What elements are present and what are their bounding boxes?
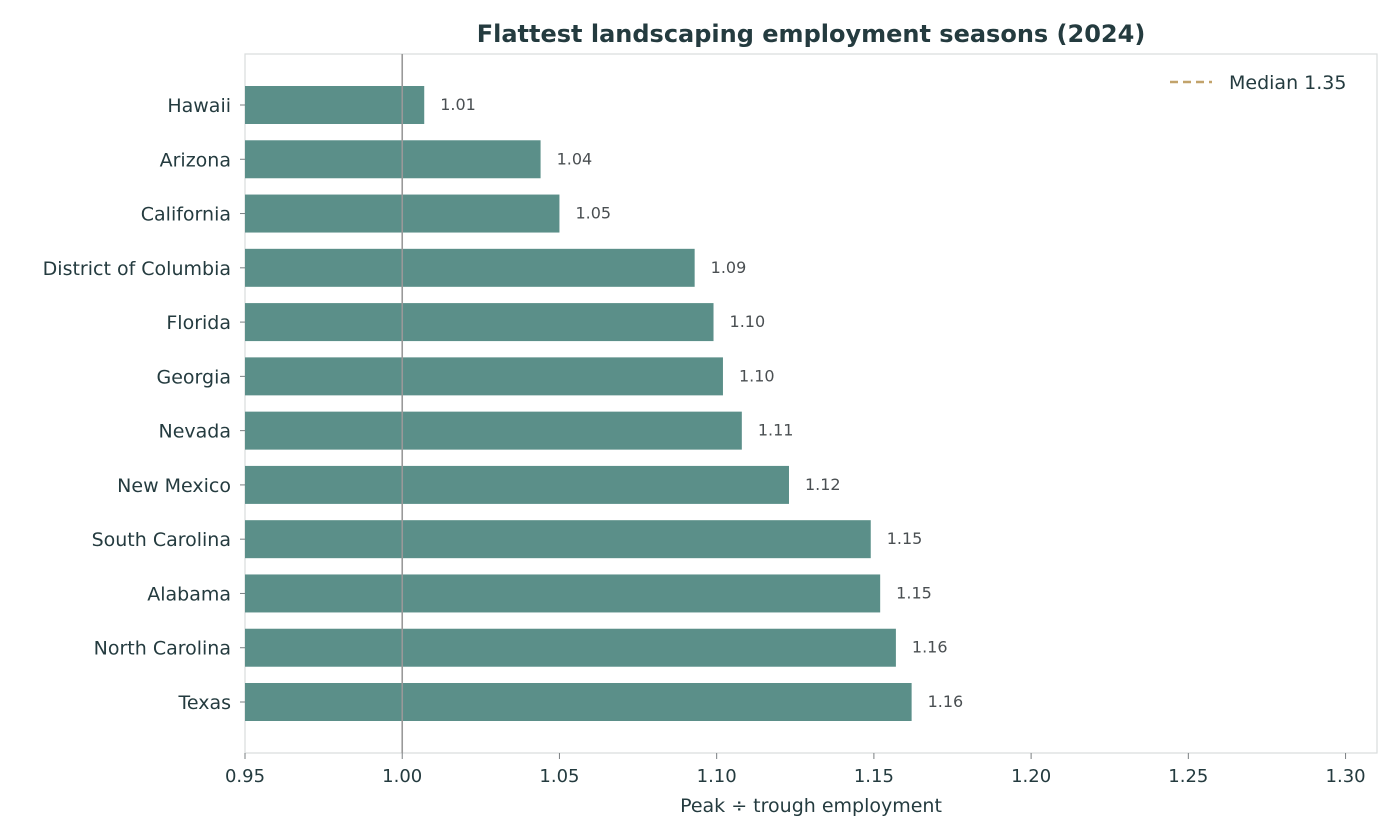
bar-alabama <box>245 574 881 613</box>
data-label-new-mexico: 1.12 <box>805 475 841 494</box>
bar-texas <box>245 683 912 721</box>
data-label-alabama: 1.15 <box>896 583 932 602</box>
x-tick-label-1-00: 1.00 <box>382 766 422 787</box>
data-label-north-carolina: 1.16 <box>912 638 948 657</box>
data-label-arizona: 1.04 <box>557 149 593 168</box>
bar-arizona <box>245 140 541 179</box>
data-label-california: 1.05 <box>575 204 611 223</box>
data-label-florida: 1.10 <box>730 312 766 331</box>
bar-hawaii <box>245 86 425 124</box>
bars-group: 1.01 1.04 1.05 1.09 1.10 1.10 1.11 1.12 1.15 1.15… <box>245 86 963 721</box>
bar-south-carolina <box>245 520 871 559</box>
y-tick-label-district-of-columbia: District of Columbia <box>43 258 231 280</box>
data-label-district-of-columbia: 1.09 <box>711 258 747 277</box>
bar-georgia <box>245 357 723 396</box>
bar-north-carolina <box>245 628 896 667</box>
y-axis: Hawaii Arizona California District of Colum… <box>43 95 245 714</box>
x-axis: 0.95 1.00 1.05 1.10 1.15 1.20 1.25 1.30 <box>225 753 1366 787</box>
y-tick-label-north-carolina: North Carolina <box>94 638 231 660</box>
data-label-nevada: 1.11 <box>758 421 794 440</box>
y-tick-label-arizona: Arizona <box>160 149 231 171</box>
y-tick-label-california: California <box>141 204 231 226</box>
y-tick-label-hawaii: Hawaii <box>167 95 231 117</box>
x-tick-label-1-25: 1.25 <box>1168 766 1208 787</box>
x-axis-label: Peak ÷ trough employment <box>680 795 942 817</box>
legend-median-label: Median 1.35 <box>1229 72 1346 94</box>
chart-title: Flattest landscaping employment seasons … <box>477 20 1146 48</box>
y-tick-label-new-mexico: New Mexico <box>117 475 231 497</box>
plot-frame <box>244 53 1378 754</box>
y-tick-label-texas: Texas <box>177 692 231 714</box>
x-tick-label-0-95: 0.95 <box>225 766 265 787</box>
bar-district-of-columbia <box>245 248 695 287</box>
x-tick-label-1-20: 1.20 <box>1011 766 1051 787</box>
x-tick-label-1-10: 1.10 <box>697 766 737 787</box>
y-tick-label-south-carolina: South Carolina <box>92 529 231 551</box>
x-tick-label-1-30: 1.30 <box>1326 766 1366 787</box>
data-label-georgia: 1.10 <box>739 366 775 385</box>
data-label-hawaii: 1.01 <box>440 95 476 114</box>
y-tick-label-alabama: Alabama <box>147 583 231 605</box>
data-label-texas: 1.16 <box>928 692 964 711</box>
bar-nevada <box>245 411 742 450</box>
x-tick-label-1-05: 1.05 <box>539 766 579 787</box>
legend: Median 1.35 <box>1170 72 1346 94</box>
y-tick-label-florida: Florida <box>166 312 231 334</box>
y-tick-label-nevada: Nevada <box>159 421 232 443</box>
x-tick-label-1-15: 1.15 <box>854 766 894 787</box>
data-label-south-carolina: 1.15 <box>887 529 923 548</box>
bar-new-mexico <box>245 465 789 504</box>
y-tick-label-georgia: Georgia <box>157 366 232 388</box>
bar-florida <box>245 303 714 342</box>
